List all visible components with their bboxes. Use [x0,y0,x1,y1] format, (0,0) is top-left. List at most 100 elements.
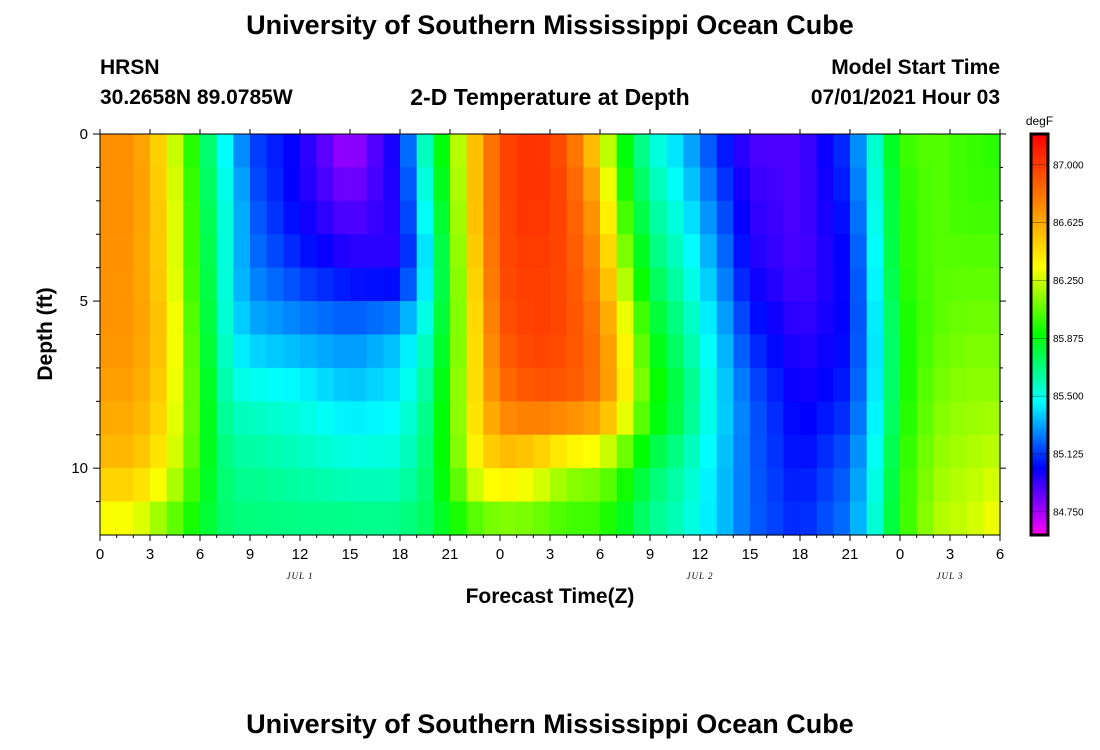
heatmap-cell [533,434,551,469]
heatmap-cell [533,167,551,202]
heatmap-cell [733,301,751,336]
heatmap-cell [766,434,784,469]
heatmap-cell [966,167,984,202]
x-tick-label: 18 [792,546,809,563]
heatmap-cell [916,401,934,436]
heatmap-cell [866,501,884,536]
heatmap-cell [116,401,134,436]
heatmap-cell [816,334,834,369]
heatmap-cell [366,468,384,503]
heatmap-cell [916,501,934,536]
heatmap-cell [266,434,284,469]
heatmap-cell [200,301,218,336]
heatmap-cell [150,301,168,336]
heatmap-cell [366,434,384,469]
heatmap-cell [266,334,284,369]
heatmap-cell [200,367,218,402]
heatmap-cell [883,367,901,402]
heatmap-cell [300,234,318,269]
heatmap-cell [666,401,684,436]
heatmap-cell [850,401,868,436]
x-tick-label: 0 [496,546,504,563]
x-tick-label: 0 [896,546,904,563]
heatmap-cell [100,200,118,235]
heatmap-cell [950,401,968,436]
heatmap-cell [333,167,351,202]
heatmap-cell [333,134,351,169]
heatmap-cell [416,334,434,369]
heatmap-cell [483,134,501,169]
heatmap-cell [450,334,468,369]
heatmap-cell [783,468,801,503]
heatmap-cell [850,334,868,369]
heatmap-cell [216,301,234,336]
heatmap-cell [566,234,584,269]
heatmap-cell [166,367,184,402]
heatmap-cell [950,501,968,536]
heatmap-cell [533,367,551,402]
heatmap-cell [200,501,218,536]
heatmap-cell [783,234,801,269]
heatmap-cell [433,367,451,402]
heatmap-cell [716,501,734,536]
heatmap-cell [883,401,901,436]
heatmap-cell [766,468,784,503]
heatmap-cell [550,167,568,202]
heatmap-cell [650,334,668,369]
heatmap-cell [833,234,851,269]
heatmap-cell [766,267,784,302]
heatmap-cell [800,234,818,269]
heatmap-cell [833,200,851,235]
heatmap-cell [750,434,768,469]
heatmap-cell [900,367,918,402]
heatmap-cell [483,367,501,402]
heatmap-cell [716,267,734,302]
heatmap-cell [800,434,818,469]
heatmap-cell [950,468,968,503]
heatmap-cell [933,301,951,336]
heatmap-cell [550,267,568,302]
x-tick-label: 3 [946,546,954,563]
heatmap-cell [316,468,334,503]
heatmap-cell [383,167,401,202]
heatmap-cell [116,334,134,369]
heatmap-cell [683,401,701,436]
heatmap-cell [616,267,634,302]
heatmap-cell [416,468,434,503]
heatmap-cell [866,267,884,302]
heatmap-cell [533,468,551,503]
heatmap-cell [366,301,384,336]
heatmap-cell [783,334,801,369]
heatmap-cell [566,334,584,369]
heatmap-cell [333,501,351,536]
heatmap-cell [216,334,234,369]
heatmap-cell [716,234,734,269]
heatmap-cell [216,434,234,469]
heatmap-cell [550,200,568,235]
heatmap-cell [266,234,284,269]
heatmap-cell [816,200,834,235]
heatmap-cell [266,267,284,302]
heatmap-cell [533,501,551,536]
heatmap-cell [966,334,984,369]
heatmap-cell [333,367,351,402]
heatmap-cell [150,134,168,169]
heatmap-cell [133,167,151,202]
heatmap-cell [350,234,368,269]
colorbar-bar [1029,132,1050,537]
heatmap-cell [850,501,868,536]
heatmap-cell [750,301,768,336]
heatmap-cell [600,234,618,269]
day-label: JUL 3 [936,571,963,581]
heatmap-cell [183,367,201,402]
heatmap-cell [366,367,384,402]
heatmap-cell [950,367,968,402]
heatmap-cell [133,301,151,336]
heatmap-cell [783,434,801,469]
heatmap-cell [233,234,251,269]
heatmap-cell [466,134,484,169]
heatmap-cell [783,200,801,235]
heatmap-cell [566,167,584,202]
heatmap-cell [150,434,168,469]
heatmap-cell [400,334,418,369]
